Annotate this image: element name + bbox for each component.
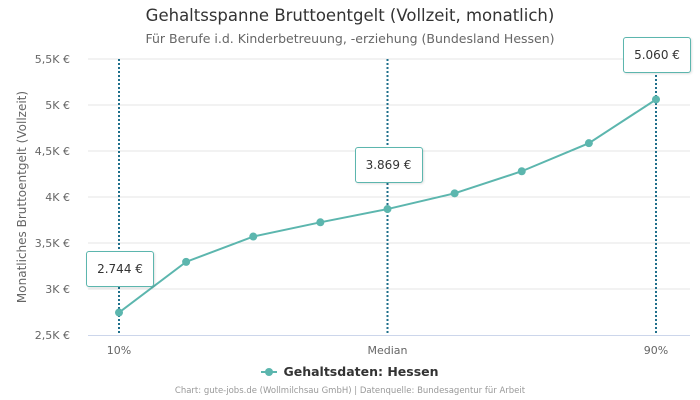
data-point	[652, 95, 660, 104]
data-point	[115, 308, 123, 317]
x-axis-tick-labels: 10% Median 90%	[107, 344, 668, 357]
y-tick-label: 5K €	[45, 99, 70, 112]
data-label-callout: 5.060 €	[623, 37, 691, 74]
data-label-callout: 3.869 €	[354, 147, 423, 184]
legend: Gehaltsdaten: Hessen	[0, 364, 700, 380]
data-point	[450, 189, 459, 198]
series-hessen[interactable]	[115, 95, 660, 317]
data-point	[249, 232, 258, 241]
y-axis-title: Monatliches Bruttoentgelt (Vollzeit)	[15, 91, 29, 303]
legend-line-marker-icon	[261, 367, 278, 377]
data-point	[383, 205, 392, 214]
legend-item-hessen[interactable]: Gehaltsdaten: Hessen	[261, 364, 439, 379]
data-label-callout: 2.744 €	[86, 250, 154, 287]
data-point	[517, 167, 526, 176]
y-tick-label: 2,5K €	[35, 329, 70, 342]
x-tick-label: 90%	[644, 344, 668, 357]
y-tick-label: 5,5K €	[35, 53, 70, 66]
chart-subtitle: Für Berufe i.d. Kinderbetreuung, -erzieh…	[145, 31, 555, 46]
y-tick-label: 3K €	[45, 283, 70, 296]
legend-label: Gehaltsdaten: Hessen	[283, 364, 439, 379]
data-point	[182, 257, 191, 266]
grid-lines	[88, 58, 690, 290]
chart-credits: Chart: gute-jobs.de (Wollmilchsau GmbH) …	[174, 386, 526, 396]
y-axis-tick-labels: 2,5K € 3K € 3,5K € 4K € 4,5K € 5K € 5,5K €	[35, 53, 70, 342]
y-tick-label: 4K €	[45, 191, 70, 204]
data-point	[316, 218, 325, 227]
x-tick-label: Median	[367, 344, 407, 357]
x-tick-label: 10%	[107, 344, 131, 357]
data-point	[584, 139, 593, 148]
y-tick-label: 4,5K €	[35, 145, 70, 158]
y-tick-label: 3,5K €	[35, 237, 70, 250]
chart-title: Gehaltsspanne Bruttoentgelt (Vollzeit, m…	[145, 6, 555, 25]
percentile-marker-lines	[118, 59, 657, 335]
